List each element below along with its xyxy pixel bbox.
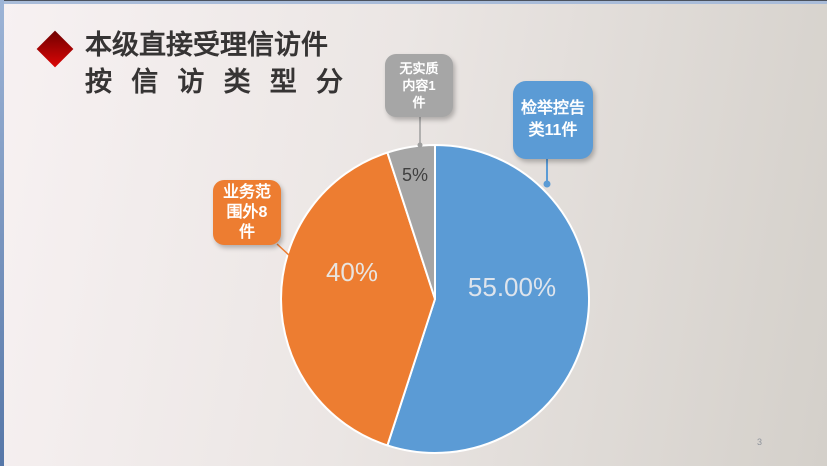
pie-label-yewu-fanwai: 40% — [326, 257, 378, 287]
pie-label-jianju-konggao: 55.00% — [468, 272, 556, 302]
pie-chart: 55.00% 40% 5% — [280, 144, 590, 454]
callout-outside-scope: 业务范 围外8 件 — [213, 180, 281, 245]
callout-accusation-reports: 检举控告 类11件 — [513, 81, 593, 159]
slide-frame-top-border — [0, 0, 827, 4]
pie-label-wu-shizhi: 5% — [402, 165, 428, 185]
pie-slice-jianju-konggao — [386, 144, 590, 454]
slide-title-block: 本级直接受理信访件 按信访类型分 — [36, 27, 343, 101]
pie-slice-wu-shizhi — [386, 144, 436, 300]
pie-slice-yewu-fanwai — [280, 151, 436, 447]
diamond-bullet-icon — [36, 30, 74, 68]
title-line-2: 按信访类型分 — [85, 67, 343, 97]
callout-no-substance: 无实质 内容1 件 — [385, 54, 453, 117]
title-line-1: 本级直接受理信访件 — [85, 30, 328, 60]
slide-title: 本级直接受理信访件 按信访类型分 — [85, 27, 343, 101]
slide-frame-left-border — [0, 0, 4, 466]
slide-page-number: 3 — [757, 437, 763, 447]
